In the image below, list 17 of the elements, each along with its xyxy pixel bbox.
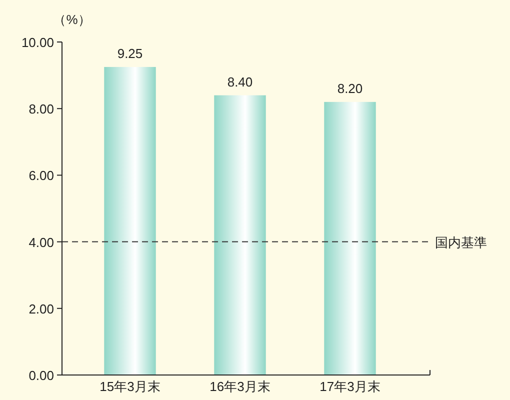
data-label: 9.25 [117,46,143,61]
bar [104,66,156,375]
y-tick-label: 0.00 [28,368,54,383]
x-tick-label: 16年3月末 [210,379,270,394]
bar [214,95,266,375]
x-tick-label: 15年3月末 [100,379,160,394]
y-tick-label: 6.00 [28,168,54,184]
ref-line-label: 国内基準 [435,234,487,250]
data-label: 8.20 [337,80,363,96]
y-tick-label: 8.00 [28,102,54,117]
bar [324,102,376,375]
y-tick-label: 2.00 [28,301,54,316]
y-tick-label: 4.00 [28,234,54,250]
data-label: 8.40 [227,74,253,90]
x-tick-label: 17年3月末 [320,379,380,394]
y-axis-title: （%） [53,12,91,27]
y-tick-label: 10.00 [21,35,54,50]
